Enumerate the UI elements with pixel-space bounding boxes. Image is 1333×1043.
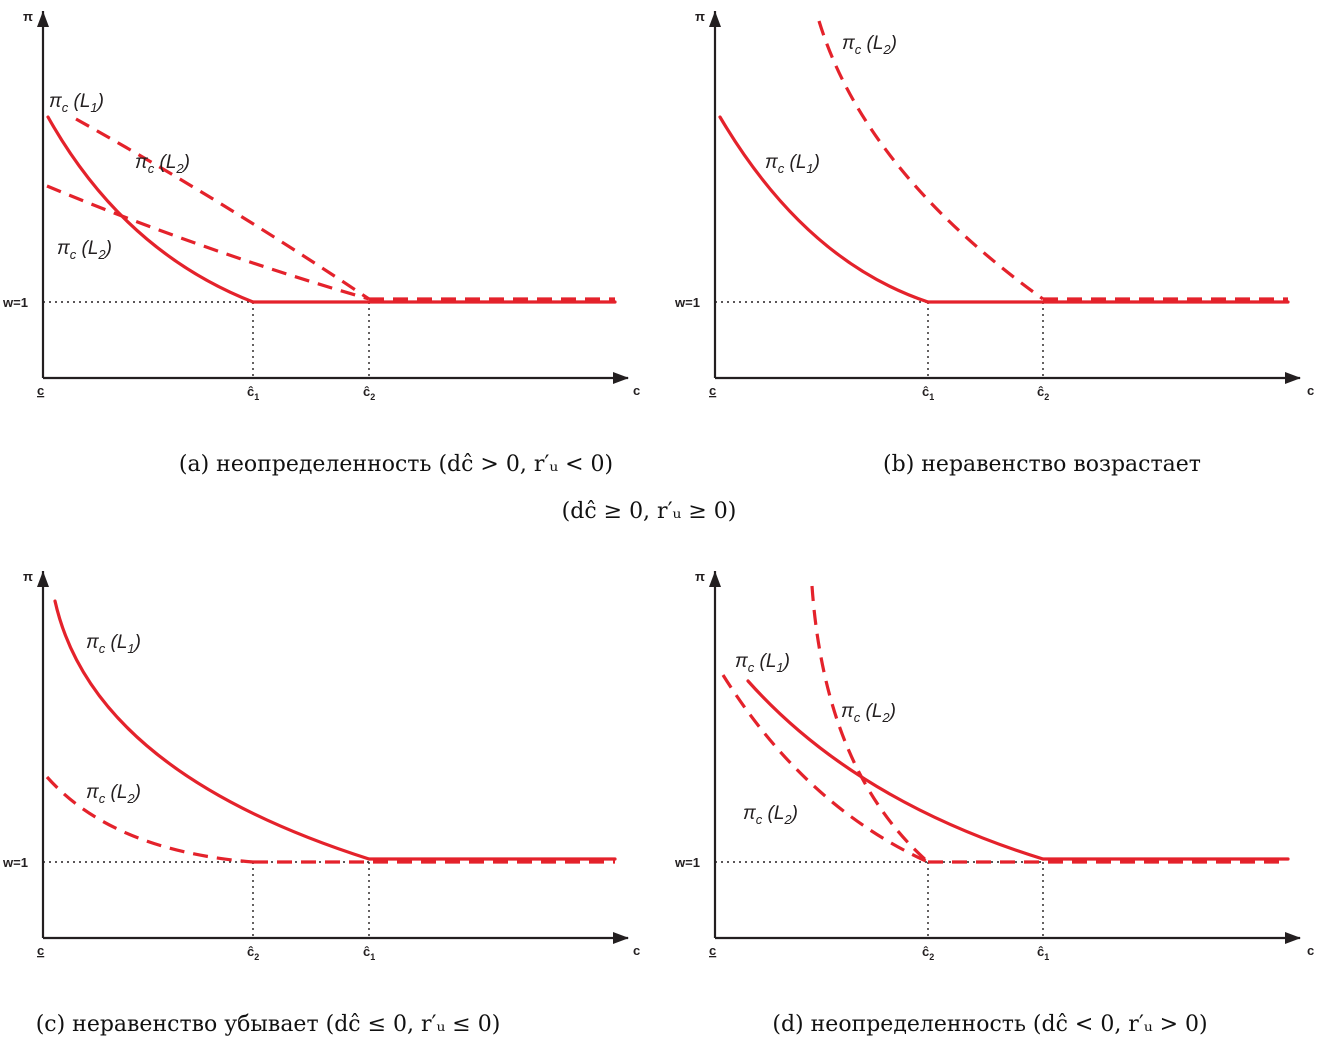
- w-level-label: w=1: [674, 295, 700, 310]
- x-axis-label: c: [1307, 383, 1314, 398]
- caption-c: (c) неравенство убывает (dĉ ≤ 0, r′ᵤ ≤ 0…: [36, 1012, 501, 1037]
- curve-pi-L1: [746, 679, 1045, 861]
- curve-pi-L2: [45, 775, 254, 864]
- curve-pi-L1: [718, 115, 930, 304]
- tick-c2: ĉ2: [247, 944, 259, 962]
- tick-c1: ĉ1: [1037, 944, 1049, 962]
- tick-c1: ĉ1: [922, 384, 934, 402]
- caption-b: (b) неравенство возрастает: [883, 452, 1201, 477]
- caption-a: (a) неопределенность (dĉ > 0, r′ᵤ < 0): [179, 452, 613, 477]
- w-level-label: w=1: [2, 855, 28, 870]
- tick-c2: ĉ2: [922, 944, 934, 962]
- curve-pi-L2: [817, 20, 1044, 301]
- label-pi-L1: πc (L1): [765, 152, 820, 176]
- curve-pi-L2-lower: [46, 184, 370, 301]
- label-pi-L2-steep: πc (L2): [841, 701, 896, 725]
- origin-label: c: [37, 943, 44, 958]
- panel-d: π c c w=1 ĉ2 ĉ1 πc (L1) πc (L2) πc (L2): [674, 569, 1314, 962]
- y-axis-label: π: [23, 9, 33, 24]
- label-pi-L2-upper: πc (L2): [135, 152, 190, 176]
- origin-label: c: [709, 943, 716, 958]
- w-level-label: w=1: [674, 855, 700, 870]
- curve-pi-L2-steep: [810, 585, 930, 864]
- y-axis-label: π: [695, 9, 705, 24]
- caption-d: (d) неопределенность (dĉ < 0, r′ᵤ > 0): [772, 1012, 1207, 1037]
- tick-c2: ĉ2: [363, 384, 375, 402]
- y-axis-label: π: [695, 569, 705, 584]
- panel-c: π c c w=1 ĉ2 ĉ1 πc (L1) πc (L2): [2, 569, 640, 962]
- label-pi-L2: πc (L2): [86, 782, 141, 806]
- x-axis-label: c: [633, 383, 640, 398]
- caption-b-line2: (dĉ ≥ 0, r′ᵤ ≥ 0): [562, 499, 737, 524]
- panel-b: π c c w=1 ĉ1 ĉ2 πc (L2) πc (L1): [674, 9, 1314, 402]
- tick-c2: ĉ2: [1037, 384, 1049, 402]
- y-axis-label: π: [23, 569, 33, 584]
- x-axis-label: c: [1307, 943, 1314, 958]
- curve-pi-L2-lower: [721, 674, 929, 864]
- tick-c1: ĉ1: [363, 944, 375, 962]
- label-pi-L2: πc (L2): [842, 33, 897, 57]
- tick-c1: ĉ1: [247, 384, 259, 402]
- curve-pi-L1: [46, 115, 255, 304]
- origin-label: c: [709, 383, 716, 398]
- label-pi-L1: πc (L1): [86, 632, 141, 656]
- x-axis-label: c: [633, 943, 640, 958]
- label-pi-L1: πc (L1): [735, 651, 790, 675]
- curve-pi-L2-upper: [75, 117, 370, 301]
- origin-label: c: [37, 383, 44, 398]
- w-level-label: w=1: [2, 295, 28, 310]
- curve-pi-L1: [53, 599, 371, 861]
- panel-a: π c c w=1 ĉ1 ĉ2 πc (L1) πc (L2) πc (L2): [2, 9, 640, 402]
- label-pi-L1: πc (L1): [49, 91, 104, 115]
- label-pi-L2-lower: πc (L2): [743, 803, 798, 827]
- label-pi-L2-lower: πc (L2): [57, 238, 112, 262]
